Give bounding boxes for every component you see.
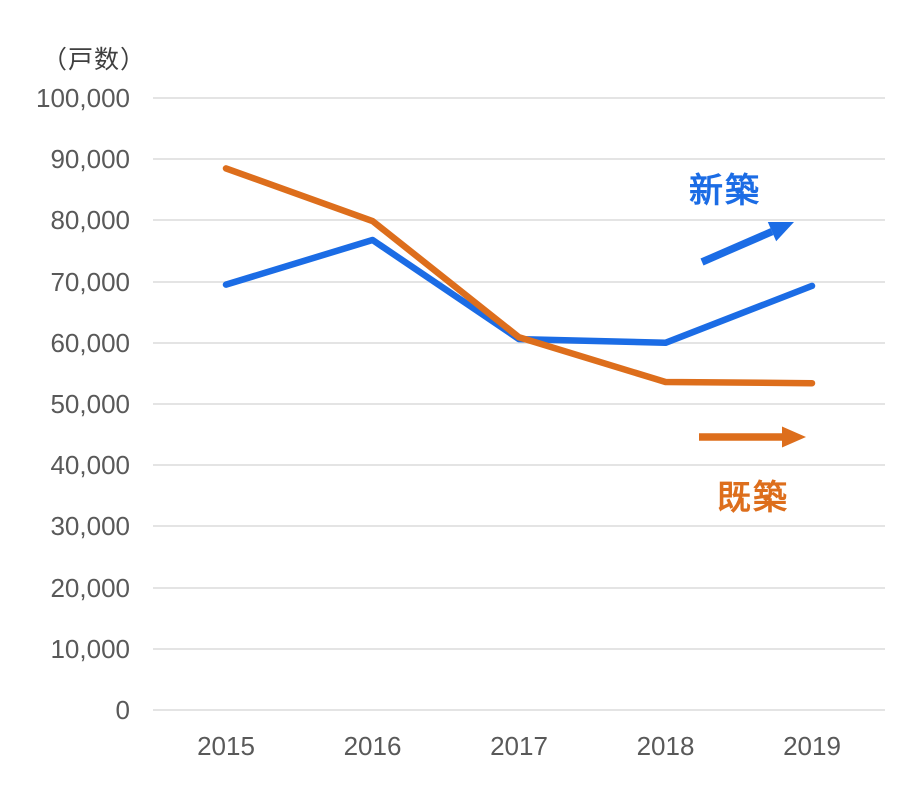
gridline [153, 586, 885, 589]
trend-arrow-shinchiku-icon [700, 221, 794, 266]
y-tick-label: 100,000 [36, 83, 130, 113]
y-tick-label: 60,000 [50, 327, 130, 358]
gridline [153, 464, 885, 467]
gridline [153, 97, 885, 99]
x-tick-label: 2018 [636, 731, 695, 761]
y-tick-label: 20,000 [50, 572, 130, 603]
gridline [153, 219, 885, 222]
gridline [153, 525, 885, 528]
series-line-kichiku [222, 165, 816, 387]
y-tick-label: 0 [115, 695, 130, 725]
gridline [153, 158, 885, 161]
y-tick-label: 80,000 [50, 205, 130, 236]
x-tick-label: 2019 [783, 731, 841, 761]
gridline [153, 647, 885, 650]
y-tick-label: 50,000 [50, 389, 130, 419]
y-tick-label: 70,000 [50, 266, 130, 297]
gridline [153, 403, 885, 405]
gridline [153, 280, 885, 283]
trend-arrow-kichiku-icon [699, 426, 806, 448]
gridline [153, 341, 885, 344]
y-tick-label: 40,000 [50, 450, 130, 481]
y-tick-label: 90,000 [50, 144, 130, 175]
series-label-shinchiku: 新築 [689, 172, 761, 210]
y-axis-unit-label: （戸数） [42, 46, 147, 74]
gridline [153, 709, 885, 711]
y-tick-label: 10,000 [50, 633, 130, 664]
x-tick-label: 2017 [490, 731, 548, 761]
series-label-kichiku: 既築 [717, 479, 789, 517]
x-tick-label: 2015 [197, 731, 255, 761]
y-tick-label: 30,000 [50, 511, 130, 542]
x-tick-label: 2016 [343, 731, 402, 761]
